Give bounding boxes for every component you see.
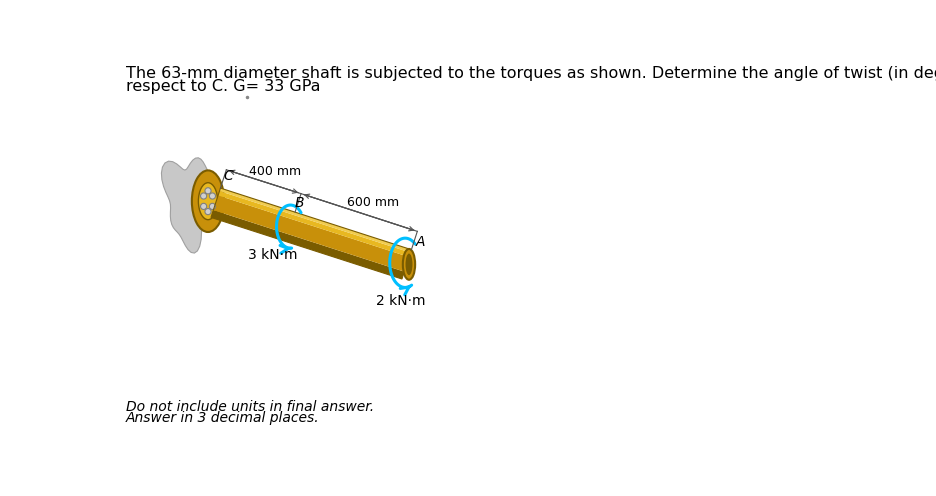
Circle shape <box>200 203 207 209</box>
Text: 2 kN·m: 2 kN·m <box>375 294 425 308</box>
Polygon shape <box>211 210 403 279</box>
Ellipse shape <box>402 249 415 280</box>
Circle shape <box>205 208 211 215</box>
Ellipse shape <box>405 253 412 275</box>
Circle shape <box>209 193 215 199</box>
Text: A: A <box>416 235 425 249</box>
Text: 400 mm: 400 mm <box>249 165 301 178</box>
Polygon shape <box>161 158 216 253</box>
Ellipse shape <box>198 183 217 220</box>
Text: The 63-mm diameter shaft is subjected to the torques as shown. Determine the ang: The 63-mm diameter shaft is subjected to… <box>125 65 936 81</box>
Text: Do not include units in final answer.: Do not include units in final answer. <box>125 400 373 414</box>
Polygon shape <box>218 191 410 257</box>
Text: Answer in 3 decimal places.: Answer in 3 decimal places. <box>125 411 319 426</box>
Polygon shape <box>219 188 411 252</box>
Text: respect to C. G= 33 GPa: respect to C. G= 33 GPa <box>125 79 320 94</box>
Polygon shape <box>213 195 409 272</box>
Text: 600 mm: 600 mm <box>346 195 399 209</box>
Text: B: B <box>294 195 303 210</box>
Circle shape <box>209 203 215 209</box>
Circle shape <box>205 187 211 194</box>
Ellipse shape <box>192 171 224 232</box>
Text: C: C <box>223 170 233 184</box>
Text: 3 kN·m: 3 kN·m <box>248 248 298 262</box>
Circle shape <box>200 193 207 199</box>
